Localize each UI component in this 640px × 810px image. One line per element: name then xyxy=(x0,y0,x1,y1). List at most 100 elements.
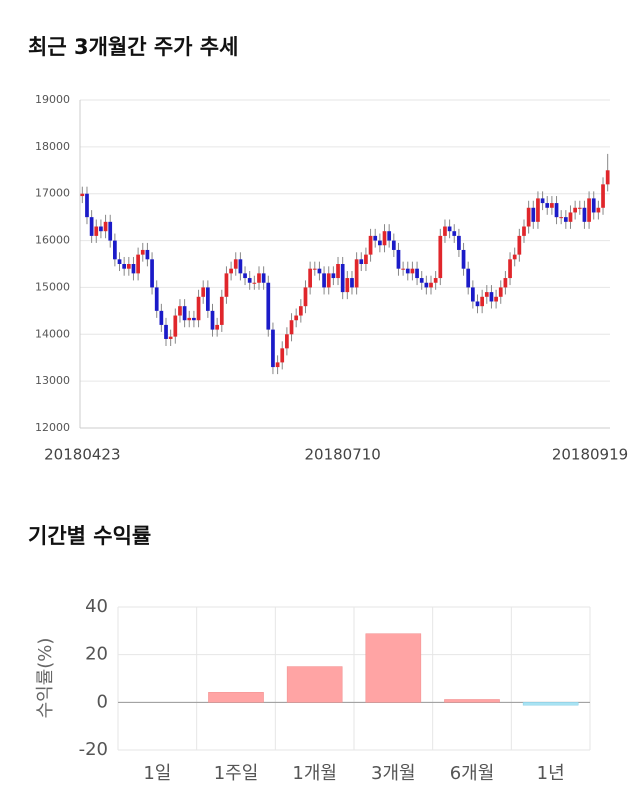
candle-body xyxy=(536,198,540,222)
candle-body xyxy=(419,278,424,283)
candle-body xyxy=(275,362,280,368)
bar xyxy=(286,666,343,703)
candle-body xyxy=(159,310,164,325)
chart-title: 최근 3개월간 주가 추세 xyxy=(28,35,238,59)
candle-body xyxy=(373,235,378,241)
candle-body xyxy=(545,203,550,208)
candle-body xyxy=(201,287,206,297)
chart-title: 기간별 수익률 xyxy=(28,524,151,548)
candle-body xyxy=(336,264,340,279)
candle-body xyxy=(289,320,294,335)
candle-body xyxy=(150,259,154,288)
candle-body xyxy=(559,217,564,219)
bar xyxy=(208,692,264,703)
candle-body xyxy=(596,207,601,213)
x-tick-label: 1일 xyxy=(143,763,171,784)
x-tick-label: 20180919 xyxy=(552,446,628,464)
candle-body xyxy=(396,249,401,269)
bar xyxy=(444,699,500,703)
candle-body xyxy=(605,170,610,185)
candle-body xyxy=(368,235,373,255)
candle-body xyxy=(438,235,443,279)
candle-body xyxy=(261,273,266,283)
candle-body xyxy=(122,264,127,269)
candle-body xyxy=(94,226,99,236)
candle-body xyxy=(489,292,494,302)
candle-body xyxy=(452,231,457,236)
candle-body xyxy=(484,292,489,297)
candle-body xyxy=(410,268,415,274)
candle-body xyxy=(164,324,168,339)
x-tick-label: 20180710 xyxy=(304,446,380,464)
candle-body xyxy=(271,329,275,368)
candle-body xyxy=(168,336,173,339)
candle-body xyxy=(582,207,587,222)
candle-body xyxy=(526,207,531,227)
candle-body xyxy=(103,221,108,232)
candle-body xyxy=(522,226,526,236)
candle-body xyxy=(568,212,573,222)
candle-body xyxy=(517,235,522,255)
x-tick-label: 1개월 xyxy=(292,763,337,784)
candle-body xyxy=(554,203,559,218)
candle-body xyxy=(215,324,220,330)
candle-body xyxy=(340,264,345,293)
candle-body xyxy=(550,203,554,208)
candle-body xyxy=(113,240,117,260)
candle-body xyxy=(601,184,605,208)
candle-body xyxy=(247,278,252,283)
candle-body xyxy=(498,287,503,297)
y-tick-label: 20 xyxy=(85,644,108,665)
candle-body xyxy=(326,273,331,288)
candle-body xyxy=(405,268,410,274)
candle-body xyxy=(587,198,591,222)
y-tick-label: 13000 xyxy=(35,374,70,387)
candle-body xyxy=(224,273,229,297)
candle-body xyxy=(117,259,122,264)
candle-body xyxy=(387,231,392,241)
candle-body xyxy=(266,282,271,330)
candle-body xyxy=(443,226,447,236)
candle-body xyxy=(401,268,405,270)
candle-body xyxy=(145,249,150,260)
candle-body xyxy=(210,310,215,330)
candle-body xyxy=(99,226,103,232)
candle-body xyxy=(531,207,536,222)
candle-body xyxy=(503,278,508,288)
candle-body xyxy=(359,259,364,264)
y-tick-label: 19000 xyxy=(35,93,70,106)
candle-body xyxy=(126,264,131,269)
bar xyxy=(365,633,422,703)
candle-body xyxy=(322,273,326,288)
candle-body xyxy=(591,198,596,213)
candle-body xyxy=(219,296,224,325)
y-tick-label: 40 xyxy=(85,596,108,617)
candle-body xyxy=(350,278,354,288)
candle-body xyxy=(229,268,233,274)
candle-body xyxy=(205,287,210,311)
candle-body xyxy=(89,217,94,236)
candle-body xyxy=(140,249,145,255)
candle-body xyxy=(154,287,159,311)
candle-body xyxy=(424,282,429,288)
candle-body xyxy=(508,259,512,279)
y-tick-label: 17000 xyxy=(35,187,70,200)
y-tick-label: 14000 xyxy=(35,327,70,340)
candle-body xyxy=(563,217,568,222)
y-tick-label: 18000 xyxy=(35,140,70,153)
candle-body xyxy=(108,221,113,241)
y-axis-label: 수익률(%) xyxy=(35,638,56,719)
candle-body xyxy=(131,264,136,274)
y-tick-label: -20 xyxy=(79,739,108,760)
candle-body xyxy=(285,334,289,349)
y-tick-label: 16000 xyxy=(35,234,70,247)
candle-body xyxy=(192,317,196,321)
y-tick-label: 15000 xyxy=(35,280,70,293)
candle-body xyxy=(182,306,187,321)
x-tick-label: 3개월 xyxy=(371,763,416,784)
candle-body xyxy=(298,306,303,316)
candle-body xyxy=(80,193,85,197)
candle-body xyxy=(382,231,387,246)
candle-body xyxy=(331,273,336,279)
x-tick-label: 1주일 xyxy=(214,763,259,784)
